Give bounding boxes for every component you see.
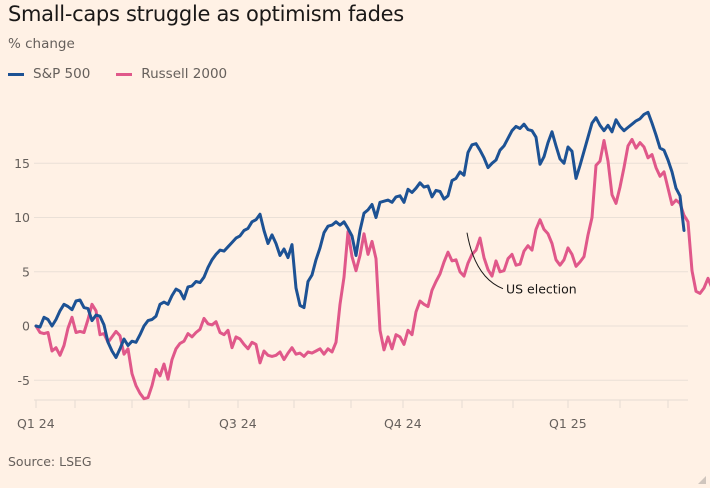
x-tick-label: Q4 24 <box>384 416 422 431</box>
legend-swatch-sp500 <box>8 72 24 76</box>
x-axis: Q1 24 Q3 24 Q4 24 Q1 25 <box>17 399 688 431</box>
y-tick-label: 10 <box>14 210 30 225</box>
annotation-layer: US election <box>466 232 577 297</box>
chart-title: Small-caps struggle as optimism fades <box>8 2 404 26</box>
legend-label-sp500: S&P 500 <box>33 66 91 82</box>
y-tick-label: 5 <box>22 264 30 279</box>
y-tick-label: 15 <box>14 156 30 171</box>
gridlines <box>34 162 688 381</box>
annotation-leader-line <box>466 232 504 290</box>
source-note: Source: LSEG <box>8 454 92 469</box>
annotation-us-election: US election <box>506 282 577 297</box>
legend-item-sp500: S&P 500 <box>8 66 90 82</box>
y-tick-label: 0 <box>22 319 30 334</box>
chart-subtitle: % change <box>8 36 75 52</box>
x-tick-label: Q1 25 <box>549 416 587 431</box>
x-tick-label: Q1 24 <box>17 416 55 431</box>
legend-swatch-russell2000 <box>116 72 133 76</box>
series-lines <box>34 110 710 401</box>
series-line-russell-2000 <box>34 137 710 401</box>
legend-label-russell2000: Russell 2000 <box>141 66 228 82</box>
legend-item-russell2000: Russell 2000 <box>116 66 227 82</box>
resize-handle-icon <box>698 476 706 484</box>
y-tick-label: -5 <box>18 373 30 388</box>
series-line-s-p-500 <box>34 110 686 359</box>
legend: S&P 500 Russell 2000 <box>8 66 227 82</box>
y-axis: 15 10 5 0 -5 <box>14 156 30 388</box>
x-tick-label: Q3 24 <box>219 416 257 431</box>
